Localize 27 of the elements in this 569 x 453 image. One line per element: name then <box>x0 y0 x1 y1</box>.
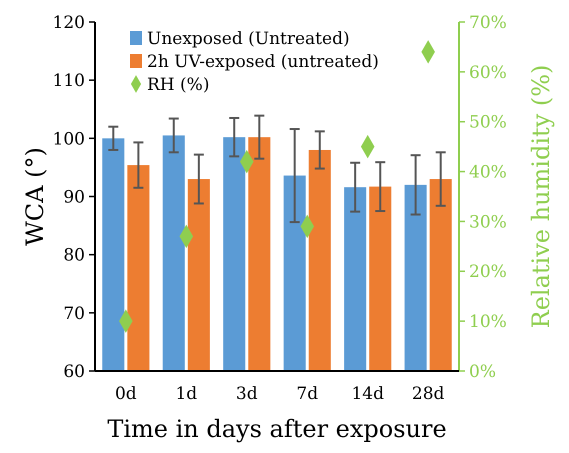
y2-tick-label: 10% <box>469 312 507 332</box>
x-tick-label: 7d <box>296 384 318 404</box>
y2-tick-label: 30% <box>469 212 507 232</box>
y2-tick-label: 20% <box>469 262 507 282</box>
y-tick-label: 70 <box>63 304 85 324</box>
x-tick-label: 1d <box>175 384 198 404</box>
legend-label: 2h UV-exposed (untreated) <box>147 52 379 72</box>
y2-tick-label: 70% <box>469 12 507 33</box>
y-tick-label: 60 <box>63 362 85 382</box>
x-tick-label: 28d <box>412 384 445 404</box>
y2-tick-label: 40% <box>469 162 507 183</box>
y-tick-label: 90 <box>63 187 85 208</box>
y-tick-label: 120 <box>52 12 85 33</box>
x-tick-label: 0d <box>114 384 137 404</box>
y2-tick-label: 0% <box>469 362 496 382</box>
y2-axis-title: Relative humidity (%) <box>527 64 555 328</box>
x-tick-label: 14d <box>351 384 384 404</box>
y2-tick-label: 50% <box>469 112 507 133</box>
legend-label: RH (%) <box>147 74 210 95</box>
y-tick-label: 110 <box>52 71 85 92</box>
legend-label: Unexposed (Untreated) <box>147 28 350 49</box>
x-tick-label: 3d <box>236 384 258 404</box>
y2-tick-label: 60% <box>469 62 507 83</box>
y-tick-label: 100 <box>52 129 85 150</box>
y-tick-label: 80 <box>63 246 85 266</box>
y-axis-title: WCA (°) <box>21 147 49 246</box>
x-axis-title: Time in days after exposure <box>107 415 447 443</box>
